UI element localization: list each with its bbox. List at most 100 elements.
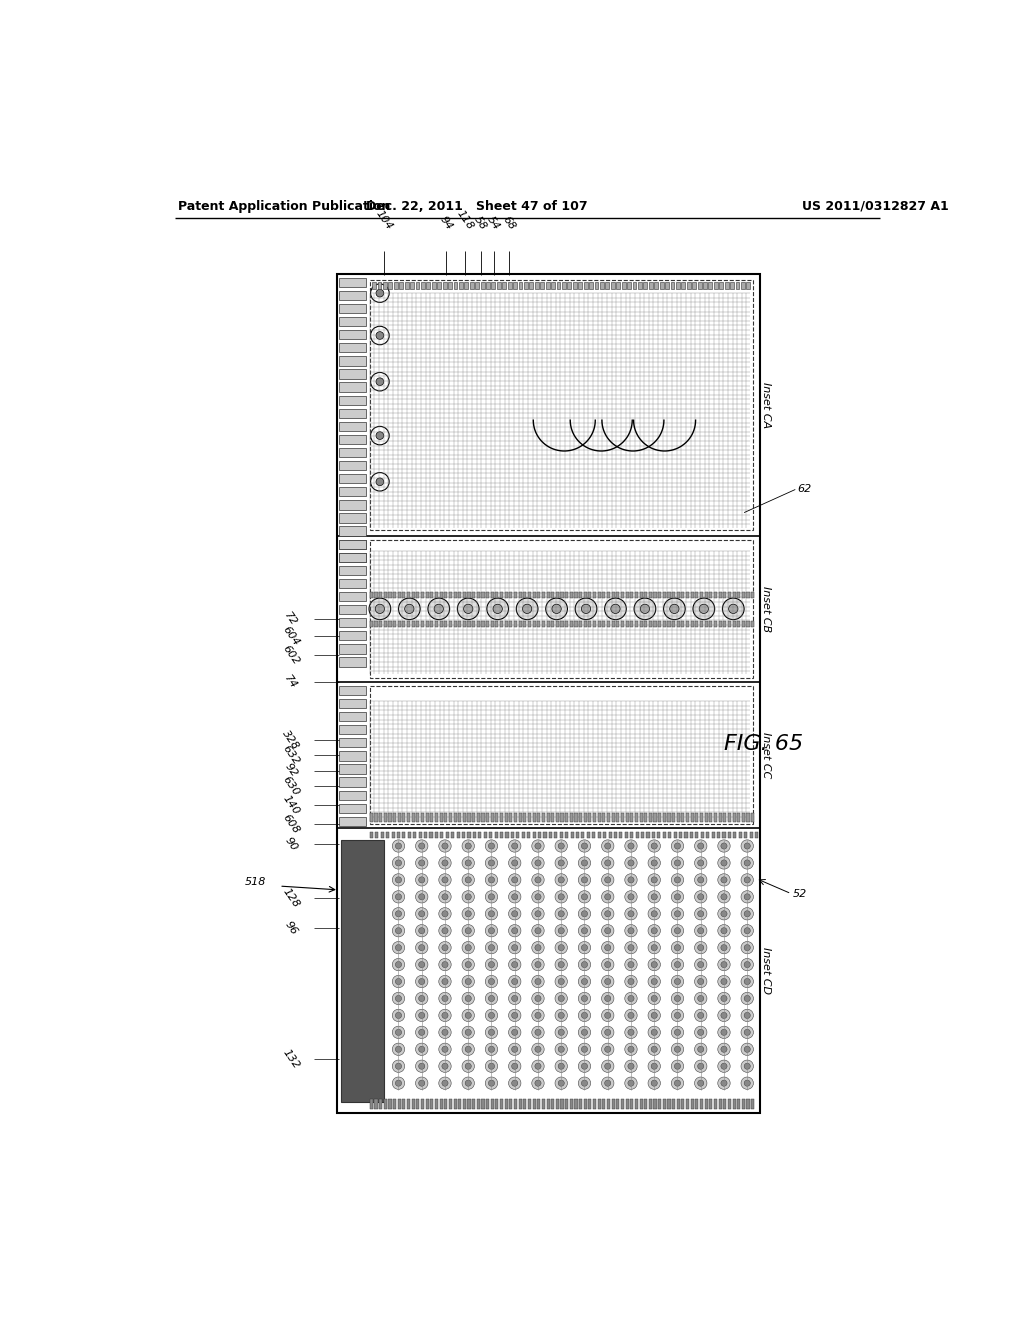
Bar [733,832,736,838]
Bar [514,622,517,627]
Circle shape [509,1077,521,1089]
Circle shape [442,1047,449,1052]
Bar [723,622,726,627]
Circle shape [628,859,634,866]
Circle shape [462,1010,474,1022]
Bar [397,813,400,822]
Circle shape [744,1012,751,1019]
Circle shape [625,891,637,903]
Bar [547,591,550,598]
Bar [472,1100,475,1109]
Circle shape [628,961,634,968]
Circle shape [648,1077,660,1089]
Circle shape [718,1010,730,1022]
Bar [593,1100,596,1109]
Bar [719,622,722,627]
Bar [635,1100,638,1109]
Bar [598,832,601,838]
Circle shape [579,924,591,937]
Circle shape [744,894,751,900]
Bar [565,813,568,822]
Bar [644,622,647,627]
Bar [717,832,720,838]
Bar [653,813,656,822]
Circle shape [675,961,681,968]
Circle shape [558,876,564,883]
Bar [402,832,406,838]
Circle shape [512,859,518,866]
Circle shape [718,908,730,920]
Circle shape [376,432,384,440]
Bar [458,591,461,598]
Circle shape [416,1026,428,1039]
Circle shape [438,1026,452,1039]
Circle shape [404,605,414,614]
Circle shape [579,993,591,1005]
Bar [532,1100,536,1109]
Circle shape [416,1077,428,1089]
Circle shape [485,993,498,1005]
Bar [486,813,489,822]
Circle shape [416,958,428,970]
Bar [686,622,689,627]
Circle shape [493,605,503,614]
Bar [430,622,433,627]
Circle shape [648,891,660,903]
Bar [616,281,621,289]
Circle shape [582,876,588,883]
Circle shape [625,975,637,987]
Circle shape [651,978,657,985]
Bar [384,591,387,598]
Circle shape [419,894,425,900]
Circle shape [697,876,703,883]
Circle shape [604,1047,611,1052]
Bar [435,591,438,598]
Circle shape [465,1047,471,1052]
Bar [658,591,662,598]
Bar [663,591,666,598]
Circle shape [552,605,561,614]
Bar [547,1100,550,1109]
Bar [375,591,378,598]
Bar [437,281,441,289]
Circle shape [625,874,637,886]
Bar [375,622,378,627]
Bar [635,622,638,627]
Circle shape [465,843,471,849]
Circle shape [648,1043,660,1056]
Circle shape [582,605,591,614]
Circle shape [462,857,474,869]
Circle shape [651,995,657,1002]
Circle shape [718,1043,730,1056]
Bar [339,686,366,696]
Bar [481,591,484,598]
Bar [679,832,682,838]
Bar [640,813,643,822]
Circle shape [462,1077,474,1089]
Bar [681,281,685,289]
Circle shape [438,840,452,853]
Bar [472,622,475,627]
Bar [523,1100,526,1109]
Bar [393,591,396,598]
Bar [630,622,633,627]
Circle shape [672,975,684,987]
Circle shape [601,857,614,869]
Bar [408,832,411,838]
Bar [339,566,366,576]
Circle shape [438,924,452,937]
Bar [538,1100,541,1109]
Bar [557,281,560,289]
Circle shape [392,840,404,853]
Bar [339,317,366,326]
Circle shape [442,859,449,866]
Circle shape [488,928,495,933]
Circle shape [558,894,564,900]
Bar [490,1100,494,1109]
Bar [477,622,480,627]
Circle shape [648,1060,660,1072]
Circle shape [694,1010,707,1022]
Circle shape [428,598,450,619]
Bar [636,832,639,838]
Bar [339,644,366,653]
